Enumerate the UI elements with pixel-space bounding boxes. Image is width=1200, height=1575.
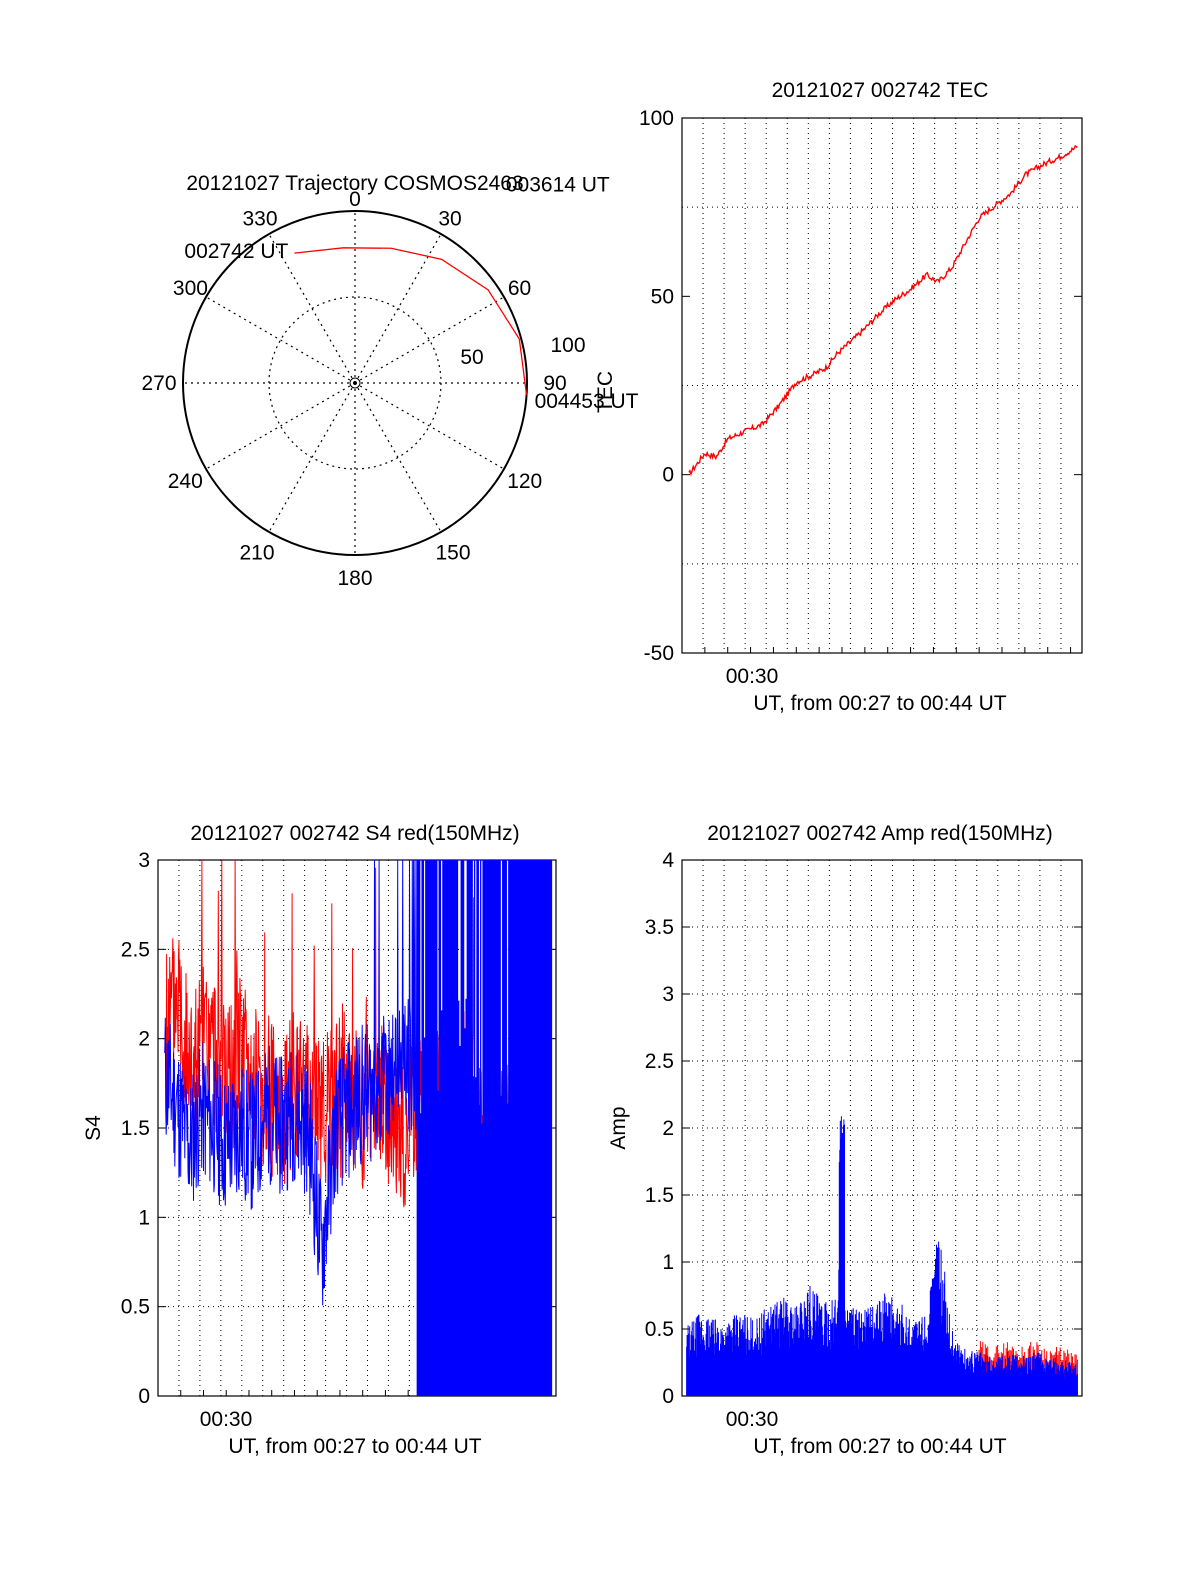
plot-frame xyxy=(157,859,557,1397)
y-tick-label: 2.5 xyxy=(121,938,150,961)
trajectory-title: 20121027 Trajectory COSMOS2463 xyxy=(186,172,523,195)
polar-spoke-300 xyxy=(205,296,356,384)
trajectory-annotation: 004453 UT xyxy=(535,390,639,413)
polar-ring-label-100: 100 xyxy=(550,334,585,357)
s4-panel: 20121027 002742 S4 red(150MHz) S4 0 0.5 1 1… xyxy=(82,822,557,1458)
polar-azimuth-label-150: 150 xyxy=(435,542,470,565)
tec-marks xyxy=(688,144,1078,477)
s4-marks xyxy=(164,859,553,1396)
s4-x-axis-label: UT, from 00:27 to 00:44 UT xyxy=(228,1435,481,1458)
y-tick-label: 1 xyxy=(662,1251,674,1274)
polar-spoke-30 xyxy=(354,233,442,384)
polar-azimuth-label-330: 330 xyxy=(242,207,277,230)
polar-ring-label-50: 50 xyxy=(460,346,483,369)
amp-x-tick-label: 00:30 xyxy=(726,1408,779,1431)
trajectory-y-axis-label: TEC xyxy=(594,371,617,413)
s4-blue-spikes xyxy=(416,860,553,1396)
trajectory-annotation: 003614 UT xyxy=(506,174,610,197)
y-tick-label: 2.5 xyxy=(645,1050,674,1073)
tec-panel: 20121027 002742 TEC -50 0 50 100 00:30 UT, … xyxy=(639,79,1083,715)
trajectory-azimuth-labels: 0 30 60 90 120 150 180 210 240 270 300 330 50 100 xyxy=(141,188,585,590)
trajectory-annotation: 002742 UT xyxy=(184,240,288,263)
amp-panel: 20121027 002742 Amp red(150MHz) Amp 0 0.5… xyxy=(607,822,1083,1458)
tec-series-line xyxy=(688,144,1078,477)
polar-azimuth-label-120: 120 xyxy=(507,470,542,493)
y-tick-label: 0 xyxy=(662,464,674,487)
y-tick-label: 50 xyxy=(651,285,674,308)
trajectory-grid xyxy=(182,210,528,556)
polar-spoke-330 xyxy=(268,233,356,384)
polar-azimuth-label-300: 300 xyxy=(173,277,208,300)
polar-spoke-150 xyxy=(354,382,442,533)
tec-grid: -50 0 50 100 xyxy=(639,107,1083,665)
trajectory-marks: 002742 UT 003614 UT 004453 UT xyxy=(184,174,638,413)
y-tick-label: 1 xyxy=(138,1206,150,1229)
polar-azimuth-label-240: 240 xyxy=(168,470,203,493)
polar-spoke-240 xyxy=(205,382,356,470)
s4-blue-series-line xyxy=(164,859,420,1306)
y-tick-label: 100 xyxy=(639,107,674,130)
y-tick-label: 0.5 xyxy=(121,1296,150,1319)
y-tick-label: 0.5 xyxy=(645,1318,674,1341)
trajectory-panel: 20121027 Trajectory COSMOS2463 TEC 0 30 60… xyxy=(141,172,638,590)
y-tick-label: 3.5 xyxy=(645,916,674,939)
y-tick-label: 3 xyxy=(662,983,674,1006)
amp-blue-series-bars xyxy=(686,1116,1078,1396)
polar-spoke-120 xyxy=(354,382,505,470)
polar-azimuth-label-90: 90 xyxy=(543,372,566,395)
polar-center-mark xyxy=(349,377,361,389)
amp-y-axis-label: Amp xyxy=(607,1106,630,1149)
trajectory-path xyxy=(294,247,528,396)
y-tick-label: -50 xyxy=(644,642,674,665)
s4-x-tick-label: 00:30 xyxy=(200,1408,253,1431)
y-tick-label: 0 xyxy=(138,1385,150,1408)
s4-y-axis-label: S4 xyxy=(82,1115,105,1141)
amp-marks xyxy=(686,1116,1078,1396)
y-tick-label: 3 xyxy=(138,849,150,872)
polar-azimuth-label-270: 270 xyxy=(141,372,176,395)
y-tick-label: 1.5 xyxy=(645,1184,674,1207)
s4-title: 20121027 002742 S4 red(150MHz) xyxy=(190,822,519,845)
polar-outer-circle xyxy=(182,210,528,556)
tec-title: 20121027 002742 TEC xyxy=(772,79,989,102)
amp-title: 20121027 002742 Amp red(150MHz) xyxy=(707,822,1053,845)
y-tick-label: 4 xyxy=(662,849,674,872)
polar-azimuth-label-210: 210 xyxy=(239,542,274,565)
y-tick-label: 0 xyxy=(662,1385,674,1408)
polar-spoke-210 xyxy=(268,382,356,533)
polar-spoke-60 xyxy=(354,296,505,384)
y-tick-label: 2 xyxy=(662,1117,674,1140)
polar-azimuth-label-60: 60 xyxy=(508,277,531,300)
tec-x-tick-label: 00:30 xyxy=(726,665,779,688)
plot-frame xyxy=(681,117,1083,654)
y-tick-label: 2 xyxy=(138,1028,150,1051)
polar-azimuth-label-180: 180 xyxy=(337,567,372,590)
y-tick-label: 1.5 xyxy=(121,1117,150,1140)
amp-x-axis-label: UT, from 00:27 to 00:44 UT xyxy=(753,1435,1006,1458)
tec-x-axis-label: UT, from 00:27 to 00:44 UT xyxy=(753,692,1006,715)
polar-azimuth-label-30: 30 xyxy=(438,207,461,230)
polar-azimuth-label-0: 0 xyxy=(349,188,361,211)
